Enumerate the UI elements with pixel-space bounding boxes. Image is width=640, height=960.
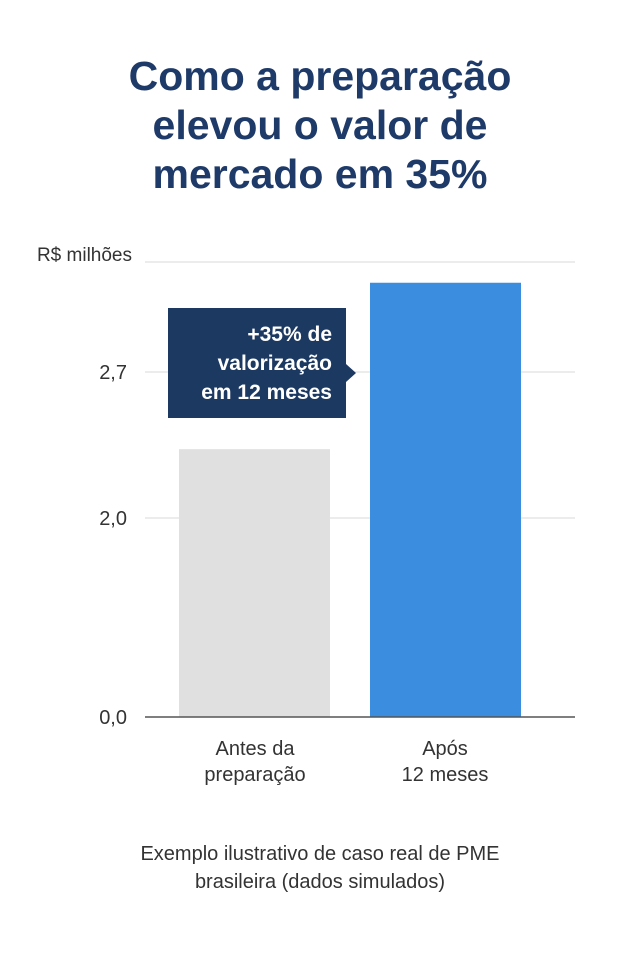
y-tick-label: 2,7 xyxy=(99,362,127,384)
title-line: mercado em 35% xyxy=(152,151,488,197)
title-line: Como a preparação xyxy=(128,53,512,99)
x-tick-label-before: Antes da preparação xyxy=(204,738,306,786)
bar-before xyxy=(179,449,330,717)
bar-after xyxy=(370,282,521,717)
title-line: elevou o valor de xyxy=(152,102,488,148)
annotation-line: +35% de xyxy=(247,323,332,346)
y-tick-label: 0,0 xyxy=(99,707,127,729)
annotation-line: em 12 meses xyxy=(201,381,332,404)
y-tick-label: 2,0 xyxy=(99,508,127,530)
footnote: Exemplo ilustrativo de caso real de PME b… xyxy=(140,843,500,893)
chart-title: Como a preparação elevou o valor de merc… xyxy=(0,52,640,199)
growth-annotation: +35% de valorização em 12 meses xyxy=(168,308,356,418)
x-tick-label-after: Após 12 meses xyxy=(401,738,489,786)
annotation-line: valorização xyxy=(217,352,332,375)
y-axis-label: R$ milhões xyxy=(36,245,132,266)
